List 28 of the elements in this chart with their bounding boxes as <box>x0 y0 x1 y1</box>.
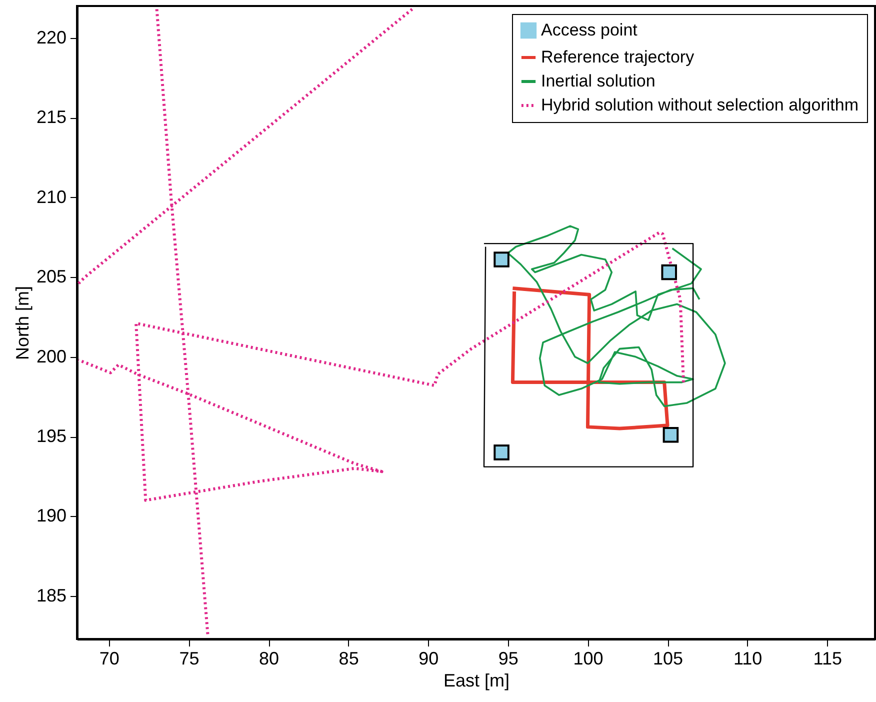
x-tick-label: 80 <box>259 648 280 668</box>
legend-label: Inertial solution <box>541 72 656 90</box>
point <box>662 427 679 443</box>
x-tick-label: 85 <box>338 648 359 668</box>
x-tick-label: 95 <box>498 648 518 668</box>
point <box>494 252 510 268</box>
y-tick-label: 185 <box>36 585 66 606</box>
legend-label: Access point <box>541 20 638 40</box>
x-tick-label: 105 <box>652 648 684 668</box>
x-tick-label: 110 <box>733 648 762 668</box>
y-axis-title: North [m] <box>12 286 32 360</box>
y-tick-label: 220 <box>36 27 66 48</box>
y-tick-label: 190 <box>36 506 66 526</box>
point <box>661 264 678 280</box>
legend-label: Reference trajectory <box>541 48 695 66</box>
x-tick-label: 75 <box>179 648 200 668</box>
y-tick-label: 205 <box>36 266 66 287</box>
x-tick-label: 70 <box>99 648 120 668</box>
y-tick-label: 195 <box>36 426 66 446</box>
point <box>494 444 510 460</box>
x-tick-label: 115 <box>813 648 842 668</box>
x-tick-label: 90 <box>418 648 439 668</box>
y-tick-label: 215 <box>36 107 66 128</box>
legend-label: Hybrid solution without selection algorithm <box>541 96 858 114</box>
y-tick-label: 200 <box>36 346 66 366</box>
x-tick-label: 100 <box>573 648 604 668</box>
x-axis-title: East [m] <box>443 670 510 690</box>
y-tick-label: 210 <box>36 186 66 207</box>
